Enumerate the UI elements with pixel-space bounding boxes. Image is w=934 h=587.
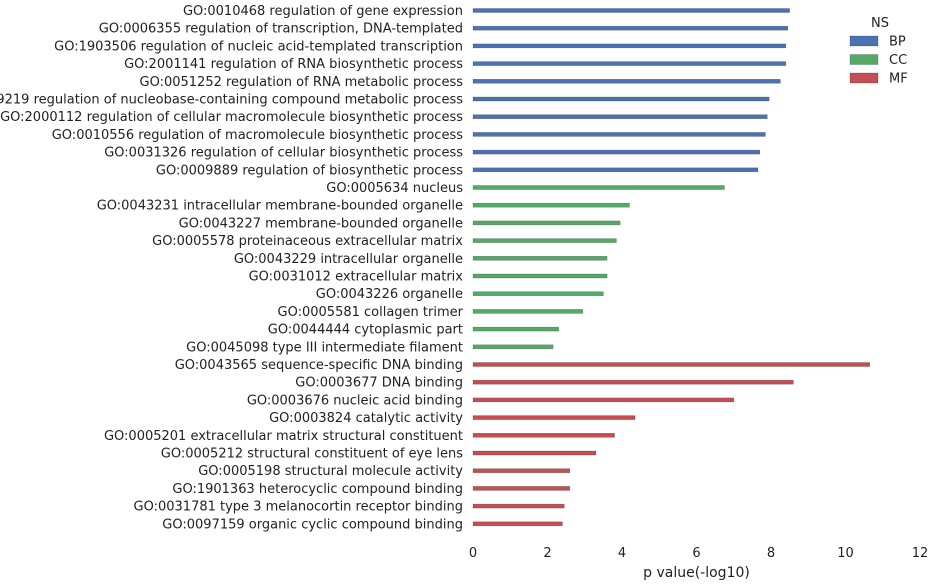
- bar: [472, 468, 571, 473]
- bar: [472, 25, 789, 31]
- bar: [472, 326, 559, 332]
- bar: [472, 185, 725, 190]
- bar: [472, 43, 787, 49]
- category-label: GO:0005634 nucleus: [326, 181, 463, 196]
- bar: [472, 79, 781, 84]
- bar: [472, 379, 794, 385]
- category-label: GO:0051252 regulation of RNA metabolic p…: [140, 75, 464, 90]
- category-label: GO:2000112 regulation of cellular macrom…: [0, 110, 463, 125]
- bar: [472, 61, 787, 66]
- legend-label: BP: [889, 35, 906, 50]
- category-label: GO:0031781 type 3 melanocortin receptor …: [134, 500, 463, 515]
- bar: [472, 450, 597, 456]
- legend-title: NS: [871, 16, 889, 31]
- category-label: GO:0006355 regulation of transcription, …: [99, 22, 463, 37]
- category-label: GO:2001141 regulation of RNA biosyntheti…: [124, 57, 463, 72]
- category-label: GO:0043565 sequence-specific DNA binding: [175, 358, 463, 373]
- category-label: GO:0031012 extracellular matrix: [249, 270, 464, 285]
- x-axis-title: p value(-log10): [643, 565, 750, 581]
- bar: [472, 8, 790, 13]
- category-label: GO:0019219 regulation of nucleobase-cont…: [0, 93, 463, 108]
- category-labels-layer: GO:0010468 regulation of gene expression…: [0, 4, 464, 532]
- x-tick-label: 6: [692, 546, 700, 561]
- x-tick-label: 10: [837, 546, 854, 561]
- category-label: GO:0010468 regulation of gene expression: [183, 4, 463, 19]
- category-label: GO:0005201 extracellular matrix structur…: [104, 429, 463, 444]
- bar: [472, 238, 617, 243]
- legend-swatch: [849, 35, 879, 47]
- bar: [472, 344, 554, 350]
- category-label: GO:0010556 regulation of macromolecule b…: [52, 128, 463, 143]
- bar: [472, 149, 761, 155]
- category-label: GO:1903506 regulation of nucleic acid-te…: [54, 39, 463, 54]
- bar: [472, 220, 621, 226]
- category-label: GO:0031326 regulation of cellular biosyn…: [104, 146, 463, 161]
- category-label: GO:0005198 structural molecule activity: [198, 464, 463, 479]
- category-label: GO:0043227 membrane-bounded organelle: [179, 216, 463, 231]
- bar: [472, 397, 734, 403]
- category-label: GO:0045098 type III intermediate filamen…: [186, 340, 463, 355]
- category-label: GO:0044444 cytoplasmic part: [268, 323, 463, 338]
- bars-layer: [472, 8, 870, 527]
- bar: [472, 486, 571, 491]
- category-label: GO:0009889 regulation of biosynthetic pr…: [156, 163, 463, 178]
- legend: NS BP CC MF: [849, 16, 908, 87]
- bar: [472, 521, 563, 527]
- bar: [472, 503, 565, 509]
- category-label: GO:1901363 heterocyclic compound binding: [172, 482, 463, 497]
- bar: [472, 273, 608, 279]
- legend-label: MF: [889, 72, 908, 87]
- category-label: GO:0005581 collagen trimer: [278, 305, 464, 320]
- category-label: GO:0003676 nucleic acid binding: [247, 393, 463, 408]
- category-label: GO:0003824 catalytic activity: [269, 411, 463, 426]
- x-axis: 0 2 4 6 8 10 12: [469, 546, 928, 561]
- bar: [472, 362, 870, 367]
- x-tick-label: 2: [543, 546, 551, 561]
- category-label: GO:0097159 organic cyclic compound bindi…: [162, 517, 463, 532]
- bar: [472, 256, 608, 261]
- category-label: GO:0005212 structural constituent of eye…: [161, 447, 463, 462]
- category-label: GO:0005578 proteinaceous extracellular m…: [152, 234, 463, 249]
- bar: [472, 433, 615, 438]
- category-label: GO:0043229 intracellular organelle: [234, 252, 463, 267]
- bar: [472, 96, 770, 102]
- bar: [472, 309, 584, 314]
- bar: [472, 415, 636, 420]
- legend-swatch: [849, 54, 879, 65]
- category-label: GO:0043231 intracellular membrane-bounde…: [97, 199, 463, 214]
- x-tick-label: 8: [767, 546, 775, 561]
- x-tick-label: 12: [912, 546, 929, 561]
- bar: [472, 114, 768, 119]
- x-tick-label: 4: [618, 546, 626, 561]
- category-label: GO:0043226 organelle: [316, 287, 463, 302]
- legend-label: CC: [889, 53, 907, 68]
- bar: [472, 291, 604, 296]
- x-tick-label: 0: [469, 546, 477, 561]
- bar: [472, 202, 630, 208]
- bar: [472, 167, 759, 173]
- category-label: GO:0003677 DNA binding: [295, 376, 463, 391]
- legend-swatch: [849, 72, 879, 84]
- bar: [472, 132, 766, 137]
